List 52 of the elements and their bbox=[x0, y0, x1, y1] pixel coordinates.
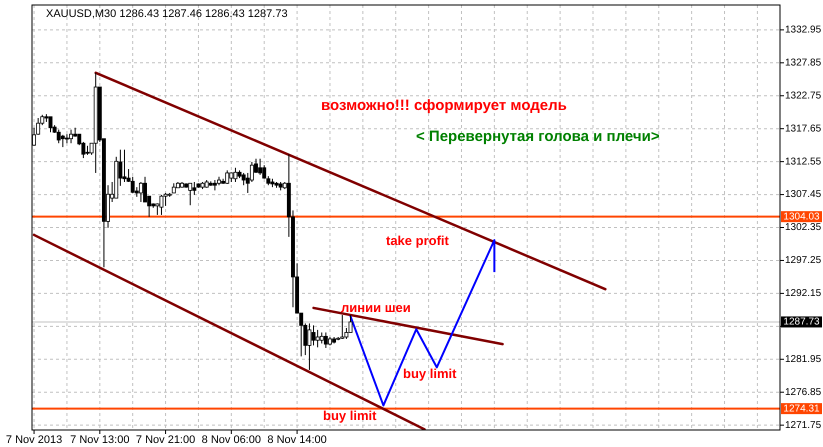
annotation: < Перевернутая голова и плечи> bbox=[416, 128, 660, 145]
candlestick bbox=[324, 332, 328, 348]
y-tick-label: 1317.65 bbox=[785, 123, 822, 134]
candlestick bbox=[86, 145, 90, 156]
candlestick bbox=[160, 194, 164, 216]
candlestick bbox=[266, 176, 270, 186]
x-tick-label: 7 Nov 13:00 bbox=[70, 434, 130, 446]
y-tick-label: 1297.25 bbox=[785, 255, 822, 266]
annotation: buy limit bbox=[323, 408, 378, 423]
x-tick-label: 8 Nov 06:00 bbox=[202, 434, 261, 446]
chart-title: XAUUSD,M30 1286.43 1287.46 1286.43 1287.73 bbox=[46, 8, 288, 20]
candlestick bbox=[56, 129, 61, 144]
candlestick bbox=[143, 176, 147, 202]
annotation: take profit bbox=[386, 233, 450, 248]
annotation: линии шеи bbox=[341, 300, 411, 315]
candlestick bbox=[64, 134, 69, 144]
candlestick bbox=[316, 329, 320, 348]
candlestick bbox=[188, 182, 192, 206]
candlestick bbox=[307, 322, 312, 370]
ref-line-label: 1304.03 bbox=[783, 211, 820, 222]
annotation: buy limit bbox=[403, 366, 458, 381]
ref-line-label: 1274.31 bbox=[783, 403, 820, 414]
candlestick bbox=[340, 314, 344, 340]
candlestick bbox=[138, 181, 143, 202]
x-tick-label: 7 Nov 2013 bbox=[6, 434, 62, 446]
y-tick-label: 1302.35 bbox=[785, 222, 822, 234]
x-tick-label: 8 Nov 14:00 bbox=[267, 434, 327, 446]
candlestick bbox=[192, 181, 196, 196]
y-tick-label: 1312.55 bbox=[785, 156, 822, 168]
y-tick-label: 1332.95 bbox=[785, 24, 822, 36]
y-tick-label: 1292.15 bbox=[785, 288, 822, 300]
y-tick-label: 1327.85 bbox=[785, 57, 822, 68]
y-tick-label: 1322.75 bbox=[785, 90, 822, 102]
y-tick-label: 1276.85 bbox=[785, 386, 822, 398]
x-tick-label: 7 Nov 21:00 bbox=[136, 434, 196, 446]
candlestick bbox=[225, 170, 230, 184]
candlestick bbox=[69, 129, 73, 144]
candlestick bbox=[60, 134, 65, 148]
candlestick bbox=[212, 180, 217, 191]
candlestick bbox=[48, 116, 52, 133]
y-tick-label: 1281.95 bbox=[785, 354, 822, 365]
candlestick bbox=[172, 182, 176, 194]
annotation: возможно!!! сформирует модель bbox=[321, 97, 567, 114]
y-tick-label: 1271.75 bbox=[785, 420, 822, 431]
candlestick bbox=[312, 324, 316, 346]
candlestick bbox=[233, 167, 238, 182]
candlestick bbox=[122, 149, 126, 182]
y-tick-label: 1307.45 bbox=[785, 189, 822, 200]
ref-line-label: 1287.73 bbox=[783, 316, 820, 328]
candlestick bbox=[262, 164, 266, 180]
candlestick bbox=[258, 158, 262, 176]
candlestick bbox=[242, 172, 246, 186]
